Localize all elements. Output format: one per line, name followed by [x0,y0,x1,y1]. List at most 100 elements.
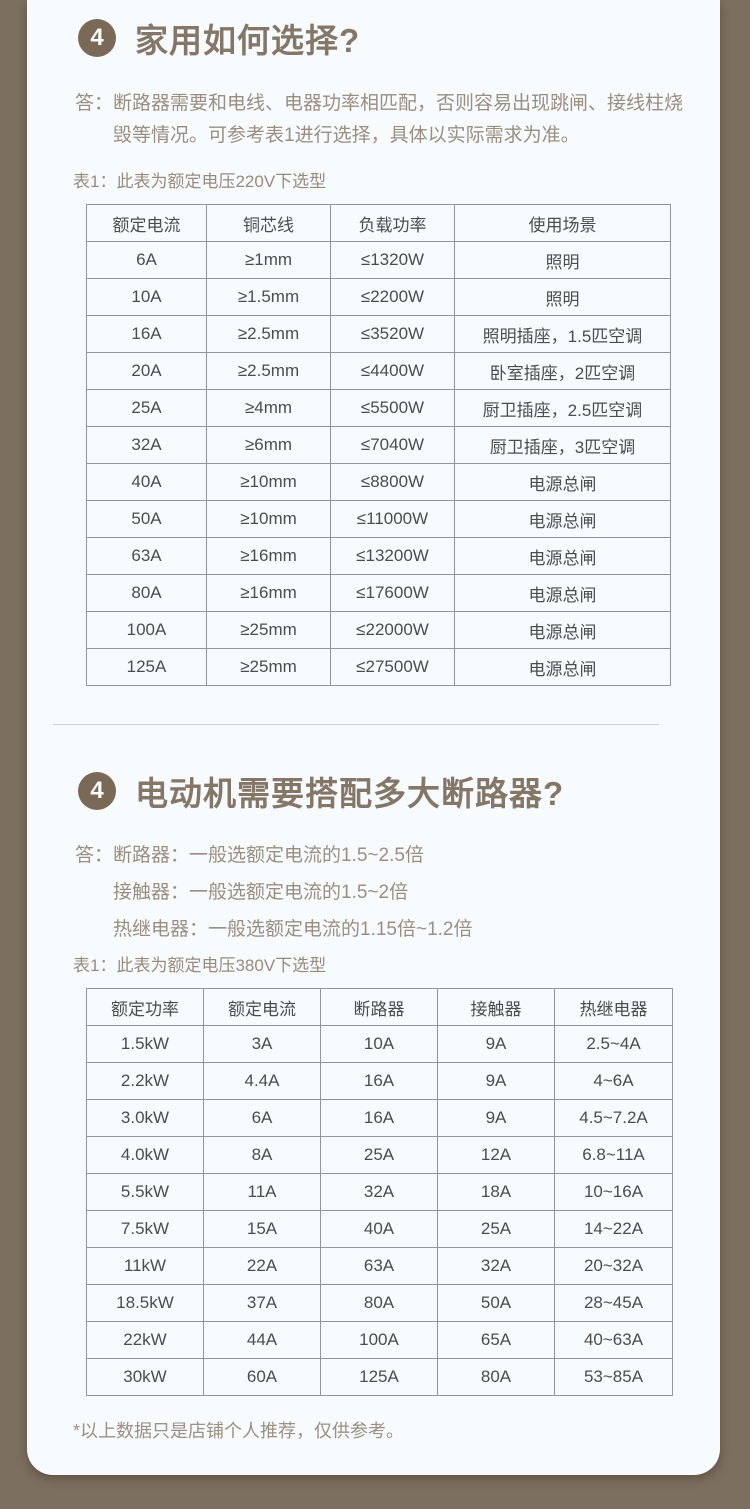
table-cell: 2.2kW [86,1062,204,1100]
table-cell: 2.5~4A [554,1025,673,1063]
table-cell: 63A [320,1247,438,1285]
table-row: 30kW 60A 125A 80A 53~85A [86,1358,673,1396]
table-row: 6A ≥1mm ≤1320W 照明 [86,241,671,279]
table-380v-caption: 表1：此表为额定电压380V下选型 [73,956,327,975]
table-cell: 20A [86,352,207,390]
table-cell: 40~63A [554,1321,673,1359]
table-cell: 16A [320,1062,438,1100]
table-cell: 10~16A [554,1173,673,1211]
column-header: 接触器 [437,988,555,1026]
table-cell: 10A [86,278,207,316]
answer-prefix: 答： [75,845,114,866]
table-cell: 25A [437,1210,555,1248]
table-cell: 电源总闸 [454,574,671,612]
table-cell: 40A [320,1210,438,1248]
answer-text: 断路器需要和电线、电器功率相匹配，否则容易出现跳闸、接线柱烧毁等情况。可参考表1… [113,93,684,146]
column-header: 额定电流 [203,988,321,1026]
table-cell: 125A [320,1358,438,1396]
table-cell: ≤4400W [330,352,455,390]
table-cell: 44A [203,1321,321,1359]
table-cell: ≥1mm [206,241,331,279]
table-row: 63A ≥16mm ≤13200W 电源总闸 [86,537,671,575]
table-cell: ≥6mm [206,426,331,464]
table-cell: 11A [203,1173,321,1211]
table-cell: ≤13200W [330,537,455,575]
table-cell: 4.4A [203,1062,321,1100]
table-cell: ≥16mm [206,537,331,575]
table-cell: 6A [203,1099,321,1137]
card-content: 4 家用如何选择? 答： 断路器需要和电线、电器功率相匹配，否则容易出现跳闸、接… [27,16,720,1444]
table-cell: 照明 [454,278,671,316]
table-cell: 40A [86,463,207,501]
table-cell: 9A [437,1099,555,1137]
section-number-badge: 4 [78,19,116,57]
section-1-answer: 答： 断路器需要和电线、电器功率相匹配，否则容易出现跳闸、接线柱烧毁等情况。可参… [75,88,695,152]
table-cell: 4.0kW [86,1136,204,1174]
selection-table-220v: 额定电流 铜芯线 负载功率 使用场景 6A ≥1mm ≤1320W 照明 10A ≥1.5mm ≤2… [86,204,671,686]
selection-table-380v: 额定功率 额定电流 断路器 接触器 热继电器 1.5kW 3A 10A 9A 2.5~4A 2.2k… [86,988,673,1396]
table-cell: 100A [320,1321,438,1359]
table-cell: 电源总闸 [454,537,671,575]
table-cell: 卧室插座，2匹空调 [454,352,671,390]
section-2-heading: 4 电动机需要搭配多大断路器? [78,769,695,813]
table-row: 7.5kW 15A 40A 25A 14~22A [86,1210,673,1248]
table-cell: ≤22000W [330,611,455,649]
table-cell: 4~6A [554,1062,673,1100]
table-cell: 16A [86,315,207,353]
table-row: 100A ≥25mm ≤22000W 电源总闸 [86,611,671,649]
table-cell: 22A [203,1247,321,1285]
table-cell: ≥2.5mm [206,352,331,390]
table-cell: 80A [437,1358,555,1396]
table-cell: 80A [320,1284,438,1322]
table-cell: 11kW [86,1247,204,1285]
table-cell: 50A [86,500,207,538]
table-cell: 3.0kW [86,1099,204,1137]
section-number-badge: 4 [78,772,116,810]
table-cell: 8A [203,1136,321,1174]
table-cell: 20~32A [554,1247,673,1285]
column-header: 额定电流 [86,204,207,242]
table-cell: ≤11000W [330,500,455,538]
table-row: 1.5kW 3A 10A 9A 2.5~4A [86,1025,673,1063]
table-cell: 32A [320,1173,438,1211]
table-cell: ≤8800W [330,463,455,501]
table-cell: 电源总闸 [454,500,671,538]
table-cell: 16A [320,1099,438,1137]
column-header: 使用场景 [454,204,671,242]
table-row: 25A ≥4mm ≤5500W 厨卫插座，2.5匹空调 [86,389,671,427]
table-cell: 18.5kW [86,1284,204,1322]
table-cell: 1.5kW [86,1025,204,1063]
column-header: 额定功率 [86,988,204,1026]
table-row: 50A ≥10mm ≤11000W 电源总闸 [86,500,671,538]
table-cell: ≤27500W [330,648,455,686]
table-row: 20A ≥2.5mm ≤4400W 卧室插座，2匹空调 [86,352,671,390]
table-cell: 80A [86,574,207,612]
table-cell: 4.5~7.2A [554,1099,673,1137]
table-cell: 32A [437,1247,555,1285]
table-row: 11kW 22A 63A 32A 20~32A [86,1247,673,1285]
table-cell: 厨卫插座，2.5匹空调 [454,389,671,427]
table-cell: 电源总闸 [454,611,671,649]
table-cell: 18A [437,1173,555,1211]
table-cell: ≥16mm [206,574,331,612]
table-cell: 12A [437,1136,555,1174]
section-divider [53,724,659,725]
table-220v-caption: 表1：此表为额定电压220V下选型 [73,172,327,191]
section-2-answer: 答： 断路器：一般选额定电流的1.5~2.5倍 接触器：一般选额定电流的1.5~… [75,837,695,948]
table-cell: 10A [320,1025,438,1063]
table-cell: ≥2.5mm [206,315,331,353]
table-cell: 100A [86,611,207,649]
table-cell: 60A [203,1358,321,1396]
column-header: 热继电器 [554,988,673,1026]
table-cell: 63A [86,537,207,575]
table-row: 3.0kW 6A 16A 9A 4.5~7.2A [86,1099,673,1137]
table-cell: ≤5500W [330,389,455,427]
section-1-title: 家用如何选择? [135,22,361,59]
table-row: 5.5kW 11A 32A 18A 10~16A [86,1173,673,1211]
table-cell: 65A [437,1321,555,1359]
table-row: 22kW 44A 100A 65A 40~63A [86,1321,673,1359]
table-cell: ≥10mm [206,500,331,538]
table-row: 40A ≥10mm ≤8800W 电源总闸 [86,463,671,501]
table-cell: 6A [86,241,207,279]
table-cell: 6.8~11A [554,1136,673,1174]
